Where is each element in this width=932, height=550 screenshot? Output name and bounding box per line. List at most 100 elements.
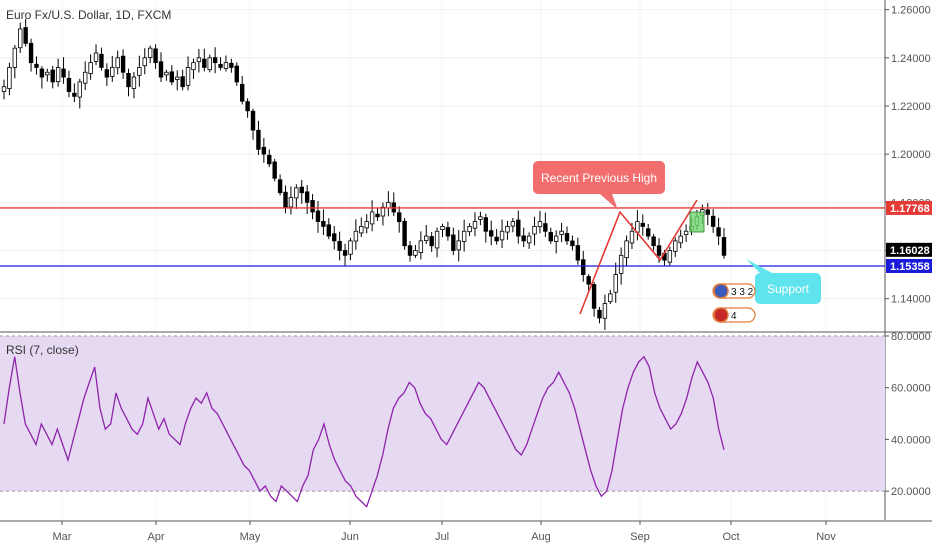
recent-high-callout-pointer [600,194,618,210]
candle-body [348,240,353,255]
price-tick-label: 1.22000 [891,101,931,113]
candle-body [261,146,267,155]
candle-body [234,65,239,83]
candle-body [380,206,386,217]
candle-body [34,63,39,68]
support-callout-pointer [746,259,772,273]
resistance-price-tag [886,200,932,215]
candle-body [131,76,137,89]
candle-body [494,236,499,242]
candle-body [196,57,202,63]
last-price-label: 1.16028 [890,245,930,257]
event-flag-pill [712,283,756,299]
rsi-line [3,355,725,508]
candle-body [77,81,82,98]
candle-body [142,57,147,67]
candle-body [359,226,364,234]
candle-body [364,221,369,229]
price-tick-label: 1.24000 [891,53,931,65]
candle-body [12,47,18,68]
candle-body [510,221,516,227]
candle-body [629,230,635,244]
candle-body [532,226,537,235]
price-tick-label: 1.14000 [891,294,931,306]
candle-body [93,52,99,62]
candle-body [656,245,662,256]
recent-high-callout-text: Recent Previous High [541,171,657,185]
resistance-price-label: 1.17768 [890,203,930,215]
candle-body [543,223,548,232]
candle-body [402,220,407,247]
candle-body [267,154,272,165]
candle-body [570,240,575,247]
candle-body [212,57,218,64]
candle-body [716,227,721,237]
candle-body [386,201,391,209]
candle-body [418,240,424,254]
candle-body [537,221,543,228]
candle-body [548,232,553,242]
candle-body [651,236,656,247]
candle-body [559,230,564,235]
candle-body [586,276,591,285]
candle-body [624,240,629,259]
price-tick-label: 1.20000 [891,149,931,161]
candle-body [597,309,602,319]
candle-body [456,240,461,251]
recent-high-callout [533,161,665,194]
rsi-band [0,336,885,492]
candle-body [553,235,559,242]
candle-body [147,47,153,58]
candle-body [591,284,597,309]
candle-body [445,227,451,237]
candle-body [332,233,337,242]
candle-body [169,71,175,83]
candle-body [104,69,110,78]
candle-body [45,71,50,76]
candle-body [18,28,23,49]
support-price-tag [886,258,932,273]
candle-body [613,274,618,293]
rsi-title: RSI (7, close) [6,343,79,357]
candle-body [673,240,678,252]
event-flag-icon [713,307,729,323]
candle-body [483,217,489,232]
candle-body [23,27,28,44]
candle-body [467,226,472,233]
time-tick-label: Sep [630,531,650,543]
candle-body [1,86,7,92]
support-callout [755,273,821,304]
candle-body [342,250,348,256]
candle-body [202,58,207,68]
candle-body [164,71,169,76]
candle-body [440,226,445,230]
candle-body [575,245,581,261]
candle-body [50,69,55,83]
candle-body [407,245,413,256]
candle-body [618,254,624,274]
candle-body [413,250,418,256]
candle-body [521,235,526,242]
rsi-tick-label: 20.0000 [891,486,931,498]
candle-body [229,62,234,68]
candle-body [396,212,402,223]
zigzag-pattern [579,199,698,315]
candle-body [61,68,66,78]
candle-body [581,259,586,275]
candle-body [120,55,126,73]
time-tick-label: Jun [341,531,359,543]
candle-body [434,230,440,249]
candle-body [239,83,245,102]
candle-body [721,237,727,256]
candle-body [207,57,212,71]
candle-body [137,67,142,76]
candle-body [250,110,256,131]
rsi-tick-label: 60.0000 [891,383,931,395]
candle-body [110,67,115,77]
candle-body [185,67,191,86]
candle-body [310,200,315,213]
candle-body [175,76,180,80]
candle-body [55,67,61,83]
